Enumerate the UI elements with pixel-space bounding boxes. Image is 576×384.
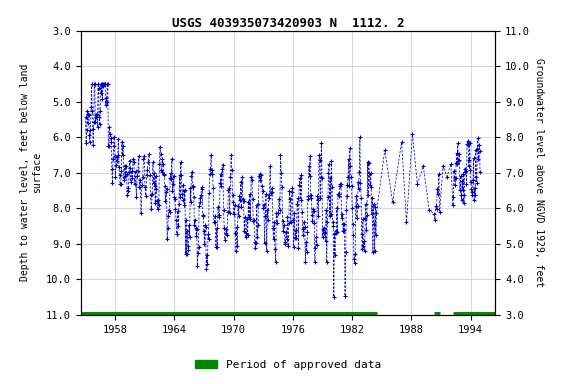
Title: USGS 403935073420903 N  1112. 2: USGS 403935073420903 N 1112. 2 xyxy=(172,17,404,30)
Legend: Period of approved data: Period of approved data xyxy=(191,356,385,375)
Y-axis label: Depth to water level, feet below land
surface: Depth to water level, feet below land su… xyxy=(20,64,41,281)
Y-axis label: Groundwater level above NGVD 1929, feet: Groundwater level above NGVD 1929, feet xyxy=(534,58,544,287)
